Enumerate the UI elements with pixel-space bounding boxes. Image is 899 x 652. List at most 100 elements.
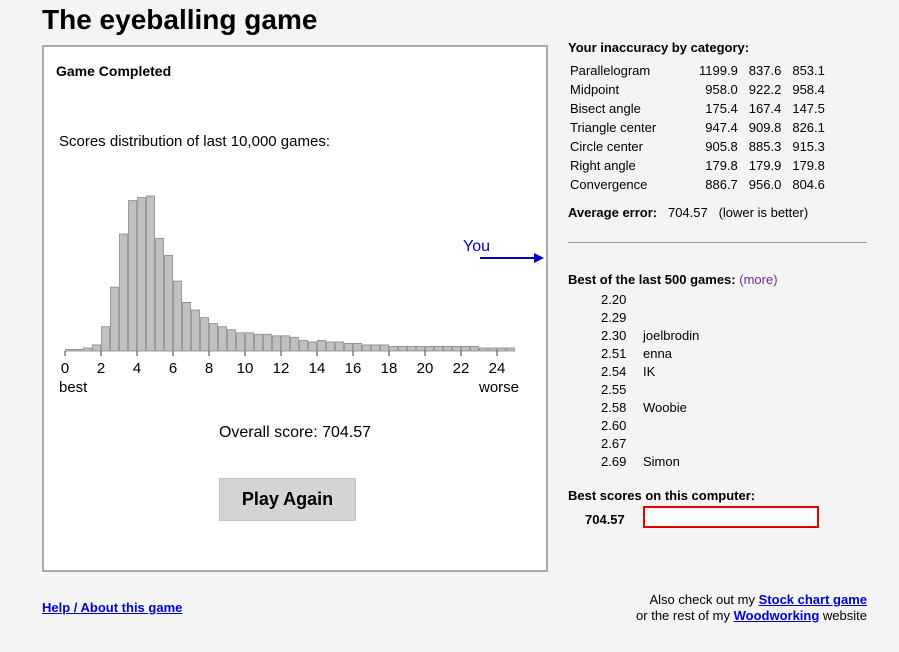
best500-player: enna [643,346,672,361]
inaccuracy-row: Circle center 905.8 885.3 915.3 [568,137,834,156]
inaccuracy-title: Your inaccuracy by category: [568,40,750,55]
overall-score-label: Overall score: [218,424,318,441]
best500-row: 2.54 IK [601,364,699,382]
category-value: 175.4 [705,101,738,116]
page-title: The eyeballing game [42,4,318,35]
best-computer-score: 704.57 [585,512,625,527]
histogram-bar [128,200,137,352]
category-value: 179.9 [748,158,782,173]
category-value: 804.6 [792,177,825,192]
you-arrow-icon [480,253,544,263]
histogram-bar [236,332,245,352]
histogram-bar [290,336,299,352]
histogram-bar [164,254,173,352]
best500-score: 2.55 [601,382,627,397]
best500-row: 2.51 enna [601,346,699,364]
histogram-bar [308,341,317,352]
category-value: 909.8 [748,120,782,135]
inaccuracy-row: Parallelogram 1199.9 837.6 853.1 [568,61,834,80]
average-error-note: (lower is better) [718,205,809,220]
play-again-button[interactable]: Play Again [219,478,356,521]
histogram-bar [326,341,335,352]
histogram-bar [218,326,227,352]
x-tick-label: 16 [345,360,362,377]
best500-score: 2.54 [601,364,627,379]
histogram-bar [434,345,443,352]
category-value: 147.5 [792,101,825,116]
x-tick-label: 4 [133,360,141,377]
best500-score: 2.60 [601,418,627,433]
x-tick-label: 8 [205,360,213,377]
best500-score: 2.67 [601,436,627,451]
category-value: 947.4 [705,120,738,135]
category-value: 826.1 [792,120,825,135]
histogram-bar [380,344,389,352]
divider [568,242,867,243]
overall-score-value: 704.57 [322,424,372,441]
best500-row: 2.60 [601,418,699,436]
best500-row: 2.69 Simon [601,454,699,472]
category-value: 886.7 [705,177,738,192]
x-tick-label: 2 [97,360,105,377]
category-value: 179.8 [792,158,825,173]
x-tick-label: 10 [237,360,254,377]
histogram-bar [101,326,110,352]
average-error-label: Average error: [568,205,658,220]
histogram-bar [353,342,362,352]
histogram-bar [479,347,488,352]
histogram-bar [416,345,425,352]
average-error-value: 704.57 [667,205,708,220]
footer-line-1: Also check out my Stock chart game [636,592,868,608]
inaccuracy-row: Convergence 886.7 956.0 804.6 [568,175,834,194]
category-name: Midpoint [570,82,620,97]
stock-chart-link[interactable]: Stock chart game [758,592,867,607]
best500-row: 2.30 joelbrodin [601,328,699,346]
best500-row: 2.58 Woobie [601,400,699,418]
help-link[interactable]: Help / About this game [42,600,183,615]
x-tick-label: 24 [489,360,506,377]
worse-label: worse [478,379,519,396]
histogram-bar [335,341,344,352]
best-computer-title: Best scores on this computer: [568,488,756,503]
category-value: 915.3 [792,139,825,154]
histogram-bar [245,332,254,352]
x-tick-label: 6 [169,360,177,377]
woodworking-link[interactable]: Woodworking [733,608,820,623]
histogram-bar [254,333,263,352]
best500-score: 2.20 [601,292,627,307]
histogram-bar [299,339,308,352]
histogram-bar [389,345,398,352]
histogram-bar [272,335,281,352]
histogram-bar [74,349,83,352]
game-status: Game Completed [56,63,172,79]
best500-player: Simon [643,454,680,469]
footer-line2-suffix: website [822,608,867,623]
footer-links: Also check out my Stock chart game or th… [636,592,867,624]
histogram-bar [497,347,506,352]
histogram-bar [137,197,146,352]
histogram-bar [227,329,236,352]
category-value: 167.4 [748,101,782,116]
x-tick-label: 14 [309,360,326,377]
category-name: Convergence [570,177,648,192]
inaccuracy-row: Right angle 179.8 179.9 179.8 [568,156,834,175]
name-input[interactable] [643,506,819,528]
score-histogram: 0 2 4 6 8 10 12 14 16 18 20 22 24 best worse You [59,195,544,396]
best500-row: 2.20 [601,292,699,310]
best500-row: 2.29 [601,310,699,328]
category-name: Bisect angle [570,101,641,116]
category-name: Circle center [570,139,643,154]
footer-line2-prefix: or the rest of my [636,608,730,623]
more-link[interactable]: (more) [739,272,778,287]
histogram-bar [173,280,182,352]
histogram-bar [83,347,92,352]
best500-player: IK [643,364,656,379]
category-name: Right angle [570,158,636,173]
inaccuracy-row: Bisect angle 175.4 167.4 147.5 [568,99,834,118]
category-value: 958.4 [792,82,825,97]
histogram-bar [362,344,371,352]
histogram-bar [92,344,101,352]
histogram-bar [209,323,218,352]
x-tick-label: 18 [381,360,398,377]
best500-row: 2.55 [601,382,699,400]
